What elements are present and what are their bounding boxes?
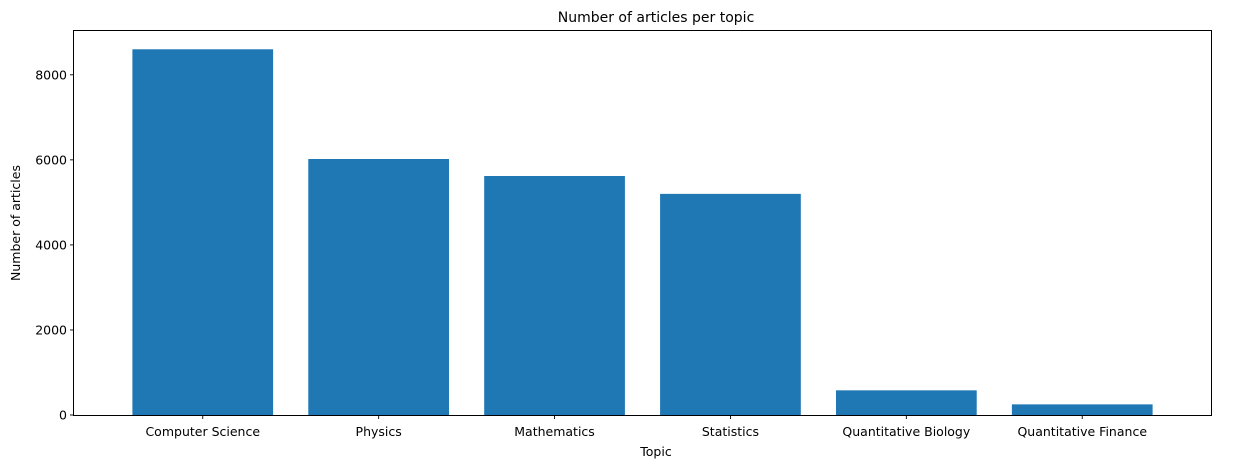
y-tick-label: 8000 bbox=[35, 67, 67, 82]
bar-quantitative-finance bbox=[1011, 404, 1153, 415]
chart-title: Number of articles per topic bbox=[558, 10, 755, 26]
y-tick-label: 0 bbox=[59, 408, 67, 423]
x-tick-label: Computer Science bbox=[145, 424, 260, 439]
plot-frame bbox=[73, 30, 1212, 416]
x-axis-ticks: Computer Science Physics Mathematics Statis… bbox=[145, 415, 1147, 439]
bars-group bbox=[132, 49, 1153, 416]
bar-mathematics bbox=[484, 176, 625, 415]
y-tick-label: 2000 bbox=[35, 322, 67, 337]
bar-statistics bbox=[660, 193, 801, 415]
bar-quantitative-biology bbox=[835, 390, 977, 415]
x-axis-label: Topic bbox=[639, 444, 672, 459]
y-tick-label: 4000 bbox=[35, 237, 67, 252]
y-tick-label: 6000 bbox=[35, 152, 67, 167]
x-tick-label: Quantitative Biology bbox=[842, 424, 970, 439]
bar-physics bbox=[308, 159, 450, 415]
x-tick-label: Statistics bbox=[702, 424, 759, 439]
x-tick-label: Physics bbox=[356, 424, 402, 439]
y-axis-ticks: 0 2000 4000 6000 8000 bbox=[35, 67, 74, 423]
y-axis-label: Number of articles bbox=[8, 165, 23, 281]
bar-computer-science bbox=[132, 49, 274, 416]
x-tick-label: Mathematics bbox=[514, 424, 595, 439]
x-tick-label: Quantitative Finance bbox=[1017, 424, 1147, 439]
